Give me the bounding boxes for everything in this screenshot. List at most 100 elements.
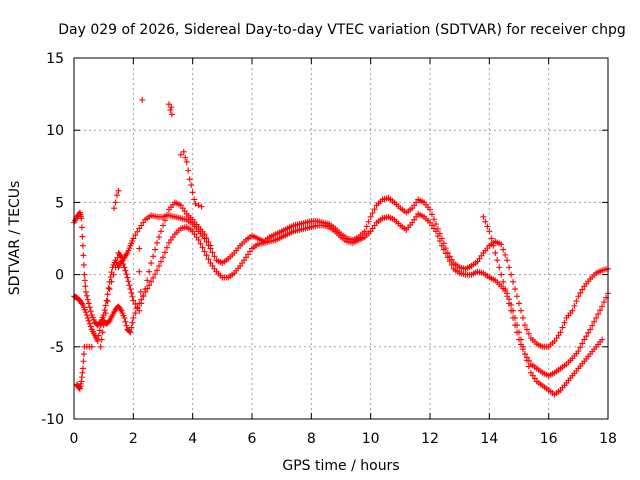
point-track-c [125, 278, 132, 285]
point-track-c [161, 217, 168, 224]
point-track-a [367, 213, 374, 220]
point-isolated [136, 268, 143, 275]
point-track-c [203, 235, 210, 242]
point-track-c [152, 246, 159, 253]
point-isolated [168, 104, 175, 111]
point-track-a [571, 302, 578, 309]
point-track-a [82, 288, 89, 295]
point-track-a [510, 278, 517, 285]
point-track-b [78, 300, 85, 307]
point-track-a [134, 228, 141, 235]
point-track-b [152, 271, 159, 278]
point-isolated [112, 199, 119, 206]
point-track-c [484, 223, 491, 230]
point-track-a [575, 293, 582, 300]
y-tick-labels: -10 -5 0 5 10 15 [41, 51, 64, 428]
point-track-b [203, 252, 210, 259]
point-track-c [150, 253, 157, 260]
point-track-a [79, 233, 86, 240]
point-track-c [207, 242, 214, 249]
point-track-b [130, 314, 137, 321]
point-track-a [504, 257, 511, 264]
point-track-a [363, 223, 370, 230]
point-track-a [369, 209, 376, 216]
point-track-c [121, 264, 128, 271]
point-track-c [108, 278, 115, 285]
point-track-b [597, 307, 604, 314]
point-track-c [498, 271, 505, 278]
point-track-a [86, 304, 93, 311]
point-track-a [521, 322, 528, 329]
x-tick-label: 10 [362, 431, 380, 447]
point-track-a [209, 249, 216, 256]
point-track-b [156, 262, 163, 269]
point-track-b [587, 326, 594, 333]
point-track-b [599, 303, 606, 310]
point-track-b [160, 254, 166, 261]
point-isolated [183, 158, 190, 165]
point-isolated [188, 182, 195, 189]
point-track-a [525, 330, 532, 337]
point-isolated [139, 96, 146, 103]
point-track-b [82, 309, 89, 316]
point-track-b [434, 233, 441, 240]
x-tick-label: 12 [421, 431, 439, 447]
x-tick-label: 2 [129, 431, 138, 447]
point-track-a [104, 291, 111, 298]
point-track-b [575, 348, 582, 355]
y-tick-label: -10 [41, 412, 64, 428]
point-track-a [577, 289, 584, 296]
point-track-b [446, 258, 453, 265]
point-track-a [79, 242, 86, 249]
point-isolated [136, 245, 143, 252]
point-track-a [579, 286, 586, 293]
point-track-b [444, 254, 451, 261]
point-track-a [502, 251, 509, 258]
point-track-b [117, 306, 124, 313]
point-track-c [517, 341, 524, 348]
point-track-b [123, 322, 130, 329]
point-track-b [87, 323, 94, 330]
point-track-b [127, 329, 134, 336]
point-track-b [148, 278, 155, 285]
point-track-b [126, 328, 133, 335]
point-track-c [201, 231, 208, 238]
point-track-a [371, 206, 378, 213]
point-track-c [88, 343, 95, 350]
point-track-c [523, 357, 530, 364]
point-track-a [430, 216, 437, 223]
point-track-c [482, 218, 489, 225]
point-track-b [448, 261, 455, 268]
point-track-b [195, 236, 202, 243]
point-track-c [118, 254, 125, 261]
point-track-c [110, 271, 117, 278]
point-track-a [80, 261, 87, 268]
point-track-c [490, 242, 497, 249]
point-track-b [84, 314, 91, 321]
point-track-c [102, 310, 109, 317]
point-track-a [506, 264, 513, 271]
point-track-b [121, 314, 128, 321]
point-track-a [498, 241, 505, 248]
x-tick-label: 14 [480, 431, 498, 447]
point-isolated [180, 148, 187, 155]
point-track-b [132, 310, 139, 317]
point-isolated [198, 203, 205, 210]
point-track-c [99, 329, 106, 336]
point-track-c [599, 336, 606, 343]
point-track-a [559, 324, 566, 331]
point-track-c [97, 343, 104, 350]
point-track-a [569, 307, 576, 314]
point-track-a [132, 232, 139, 239]
point-track-b [593, 314, 600, 321]
point-track-c [205, 238, 212, 245]
point-track-c [106, 286, 113, 293]
point-track-c [127, 286, 134, 293]
point-track-a [512, 286, 519, 293]
point-track-a [83, 292, 90, 299]
point-track-a [361, 228, 368, 235]
point-track-c [486, 228, 493, 235]
point-isolated [177, 151, 184, 158]
y-tick-label: -5 [50, 340, 64, 356]
point-track-a [81, 277, 88, 284]
